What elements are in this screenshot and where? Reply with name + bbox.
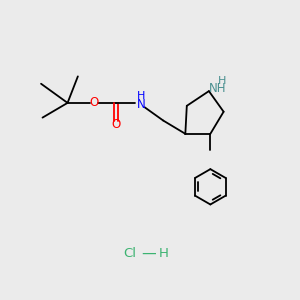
- Text: Cl: Cl: [123, 247, 136, 260]
- Text: —: —: [141, 246, 156, 261]
- Text: H: H: [158, 247, 168, 260]
- Text: H: H: [218, 76, 226, 86]
- Text: O: O: [89, 96, 99, 110]
- Text: NH: NH: [208, 82, 226, 95]
- Text: H: H: [137, 91, 146, 100]
- Text: O: O: [112, 118, 121, 131]
- Text: N: N: [137, 98, 146, 111]
